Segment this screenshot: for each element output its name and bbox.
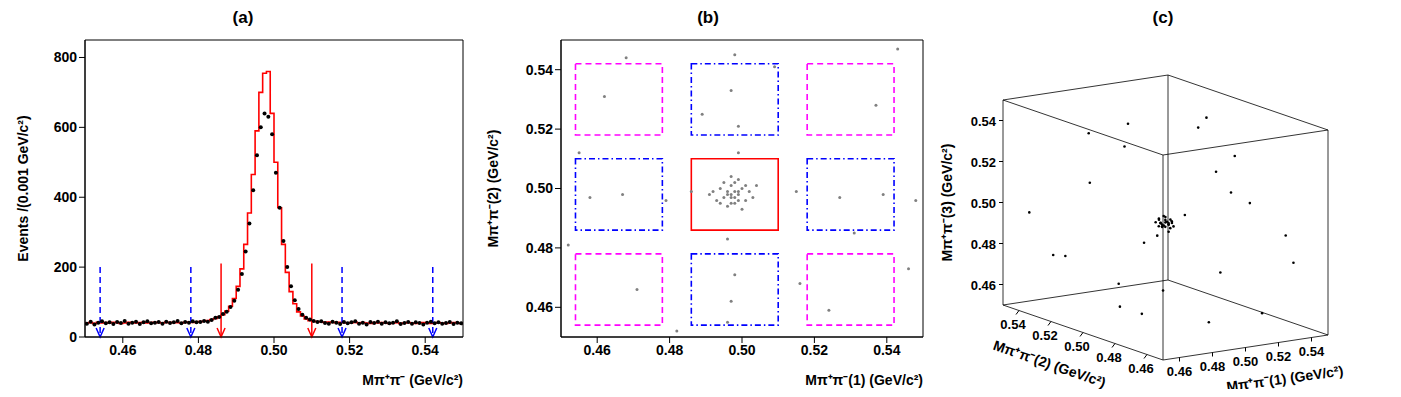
- svg-text:0.48: 0.48: [1200, 359, 1225, 374]
- svg-text:Mπ⁺π⁻(2) (GeV/c²): Mπ⁺π⁻(2) (GeV/c²): [485, 130, 501, 248]
- svg-text:0.50: 0.50: [728, 342, 755, 358]
- svg-text:0.48: 0.48: [971, 237, 996, 252]
- svg-text:0.54: 0.54: [1000, 317, 1026, 332]
- svg-text:600: 600: [54, 119, 78, 135]
- svg-text:0.48: 0.48: [1096, 350, 1121, 365]
- svg-text:0.50: 0.50: [260, 342, 287, 358]
- svg-text:0.54: 0.54: [412, 342, 439, 358]
- svg-text:0.52: 0.52: [971, 155, 996, 170]
- svg-text:0.54: 0.54: [1299, 344, 1325, 359]
- svg-text:200: 200: [54, 259, 78, 275]
- svg-text:800: 800: [54, 49, 78, 65]
- svg-text:0.50: 0.50: [971, 196, 996, 211]
- svg-text:0.54: 0.54: [971, 114, 997, 129]
- svg-text:0.48: 0.48: [656, 342, 683, 358]
- svg-text:0.54: 0.54: [873, 342, 900, 358]
- svg-text:Mπ⁺π⁻(2) (GeV/c²): Mπ⁺π⁻(2) (GeV/c²): [991, 337, 1108, 389]
- svg-text:0.52: 0.52: [1032, 328, 1057, 343]
- svg-text:0.46: 0.46: [1167, 364, 1192, 379]
- svg-text:0.48: 0.48: [185, 342, 212, 358]
- svg-text:0.46: 0.46: [526, 299, 553, 315]
- svg-text:0.50: 0.50: [526, 180, 553, 196]
- svg-text:0.50: 0.50: [1064, 339, 1089, 354]
- svg-text:0.46: 0.46: [109, 342, 136, 358]
- svg-text:Mπ⁺π⁻(1) (GeV/c²): Mπ⁺π⁻(1) (GeV/c²): [805, 372, 923, 388]
- svg-text:0.50: 0.50: [1233, 354, 1258, 369]
- svg-text:Mπ⁺π⁻(3) (GeV/c²): Mπ⁺π⁻(3) (GeV/c²): [939, 144, 955, 262]
- html-text:(b): (b): [697, 8, 719, 27]
- svg-text:Mπ⁺π⁻ (GeV/c²): Mπ⁺π⁻ (GeV/c²): [362, 372, 463, 388]
- html-text:(a): (a): [232, 8, 254, 27]
- svg-text:0.52: 0.52: [336, 342, 363, 358]
- svg-text:0.46: 0.46: [584, 342, 611, 358]
- svg-text:0.48: 0.48: [526, 240, 553, 256]
- svg-text:0.52: 0.52: [801, 342, 828, 358]
- svg-text:0.54: 0.54: [526, 62, 553, 78]
- svg-text:0: 0: [69, 329, 77, 345]
- svg-text:0.46: 0.46: [971, 278, 996, 293]
- svg-text:Events /(0.001 GeV/c²): Events /(0.001 GeV/c²): [15, 115, 31, 261]
- svg-text:0.52: 0.52: [1266, 349, 1291, 364]
- svg-text:400: 400: [54, 189, 78, 205]
- svg-text:Mπ⁺π⁻(1) (GeV/c²): Mπ⁺π⁻(1) (GeV/c²): [1225, 362, 1344, 389]
- svg-text:0.46: 0.46: [1128, 361, 1153, 376]
- html-text:(c): (c): [1152, 8, 1174, 27]
- svg-text:0.52: 0.52: [526, 121, 553, 137]
